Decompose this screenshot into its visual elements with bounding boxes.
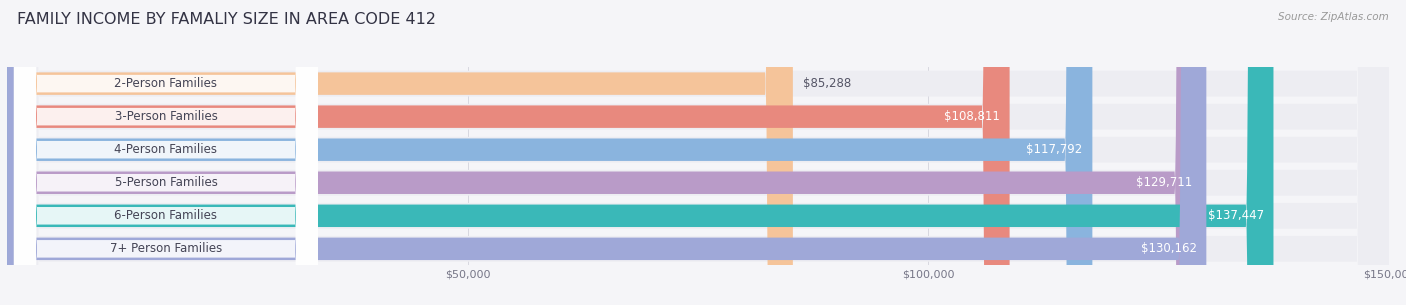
FancyBboxPatch shape <box>7 0 1202 305</box>
Text: FAMILY INCOME BY FAMALIY SIZE IN AREA CODE 412: FAMILY INCOME BY FAMALIY SIZE IN AREA CO… <box>17 12 436 27</box>
Text: $117,792: $117,792 <box>1026 143 1083 156</box>
FancyBboxPatch shape <box>7 0 793 305</box>
Text: 7+ Person Families: 7+ Person Families <box>110 242 222 255</box>
FancyBboxPatch shape <box>7 0 1010 305</box>
FancyBboxPatch shape <box>7 0 1389 305</box>
Text: 3-Person Families: 3-Person Families <box>114 110 218 123</box>
FancyBboxPatch shape <box>14 0 318 305</box>
FancyBboxPatch shape <box>7 0 1206 305</box>
Text: Source: ZipAtlas.com: Source: ZipAtlas.com <box>1278 12 1389 22</box>
Text: $85,288: $85,288 <box>803 77 851 90</box>
FancyBboxPatch shape <box>14 0 318 305</box>
FancyBboxPatch shape <box>14 0 318 305</box>
FancyBboxPatch shape <box>7 0 1389 305</box>
Text: $108,811: $108,811 <box>943 110 1000 123</box>
Text: 2-Person Families: 2-Person Families <box>114 77 218 90</box>
Text: $137,447: $137,447 <box>1208 209 1264 222</box>
FancyBboxPatch shape <box>14 0 318 305</box>
FancyBboxPatch shape <box>7 0 1092 305</box>
FancyBboxPatch shape <box>7 0 1274 305</box>
Text: 6-Person Families: 6-Person Families <box>114 209 218 222</box>
Text: $130,162: $130,162 <box>1140 242 1197 255</box>
FancyBboxPatch shape <box>7 0 1389 305</box>
FancyBboxPatch shape <box>7 0 1389 305</box>
Text: 5-Person Families: 5-Person Families <box>114 176 218 189</box>
FancyBboxPatch shape <box>7 0 1389 305</box>
FancyBboxPatch shape <box>7 0 1389 305</box>
Text: $129,711: $129,711 <box>1136 176 1192 189</box>
FancyBboxPatch shape <box>14 0 318 305</box>
Text: 4-Person Families: 4-Person Families <box>114 143 218 156</box>
FancyBboxPatch shape <box>14 0 318 305</box>
